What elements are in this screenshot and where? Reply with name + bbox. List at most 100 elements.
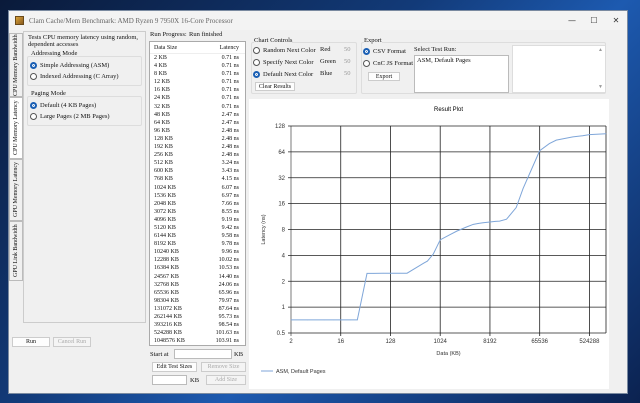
green-value[interactable]: 50 bbox=[344, 58, 351, 65]
result-row[interactable]: 98304 KB 79.97 ns bbox=[150, 297, 245, 305]
tab-cpu-memory-bandwidth[interactable]: CPU Memory Bandwidth bbox=[9, 33, 23, 97]
column-header-data-size[interactable]: Data Size bbox=[154, 45, 178, 51]
result-row[interactable]: 131072 KB 87.64 ns bbox=[150, 305, 245, 313]
radio-label: Default Next Color bbox=[263, 71, 314, 78]
result-row[interactable]: 96 KB 2.48 ns bbox=[150, 127, 245, 135]
cancel-run-button[interactable]: Cancel Run bbox=[53, 337, 91, 347]
data-size-cell: 2048 KB bbox=[154, 200, 176, 207]
data-size-cell: 12 KB bbox=[154, 79, 170, 86]
data-point bbox=[482, 222, 484, 224]
column-header-latency[interactable]: Latency bbox=[219, 45, 239, 51]
test-run-list[interactable]: ASM, Default Pages bbox=[414, 55, 509, 93]
data-size-cell: 32768 KB bbox=[154, 281, 179, 288]
progress-status: Run finished bbox=[189, 31, 223, 38]
red-value[interactable]: 50 bbox=[344, 46, 351, 53]
result-row[interactable]: 262144 KB 95.73 ns bbox=[150, 313, 245, 321]
result-row[interactable]: 64 KB 2.47 ns bbox=[150, 119, 245, 127]
export-output-textbox[interactable]: ▲ ▼ bbox=[512, 45, 606, 93]
data-point bbox=[489, 221, 491, 223]
radio-label: Indexed Addressing (C Array) bbox=[40, 73, 119, 80]
result-row[interactable]: 16384 KB 10.53 ns bbox=[150, 264, 245, 272]
edit-test-sizes-button[interactable]: Edit Test Sizes bbox=[152, 362, 197, 372]
result-row[interactable]: 65536 KB 65.96 ns bbox=[150, 289, 245, 297]
blue-value[interactable]: 50 bbox=[344, 70, 351, 77]
scroll-down-icon[interactable]: ▼ bbox=[598, 85, 603, 90]
latency-cell: 101.63 ns bbox=[215, 330, 239, 337]
tab-gpu-memory-latency[interactable]: GPU Memory Latency bbox=[9, 159, 23, 221]
result-row[interactable]: 12 KB 0.71 ns bbox=[150, 78, 245, 86]
result-row[interactable]: 192 KB 2.48 ns bbox=[150, 143, 245, 151]
latency-cell: 79.97 ns bbox=[218, 297, 239, 304]
result-row[interactable]: 10240 KB 9.96 ns bbox=[150, 248, 245, 256]
radio-simple-addressing[interactable]: Simple Addressing (ASM) bbox=[30, 62, 109, 69]
latency-cell: 2.48 ns bbox=[221, 152, 239, 159]
result-row[interactable]: 512 KB 3.24 ns bbox=[150, 159, 245, 167]
data-point bbox=[499, 220, 500, 222]
add-size-button[interactable]: Add Size bbox=[206, 375, 246, 385]
latency-cell: 3.43 ns bbox=[221, 168, 239, 175]
result-row[interactable]: 393216 KB 98.54 ns bbox=[150, 321, 245, 329]
data-size-cell: 4 KB bbox=[154, 63, 167, 70]
radio-label: CnC JS Format bbox=[373, 60, 414, 67]
result-row[interactable]: 256 KB 2.48 ns bbox=[150, 151, 245, 159]
result-row[interactable]: 24 KB 0.71 ns bbox=[150, 94, 245, 102]
scroll-up-icon[interactable]: ▲ bbox=[598, 48, 603, 53]
radio-default-pages[interactable]: Default (4 KB Pages) bbox=[30, 102, 96, 109]
minimize-button[interactable]: — bbox=[568, 16, 576, 25]
radio-cnc-js-format[interactable]: CnC JS Format bbox=[363, 60, 413, 67]
result-row[interactable]: 32768 KB 24.06 ns bbox=[150, 281, 245, 289]
radio-indexed-addressing[interactable]: Indexed Addressing (C Array) bbox=[30, 73, 119, 80]
result-row[interactable]: 8 KB 0.71 ns bbox=[150, 70, 245, 78]
result-row[interactable]: 2 KB 0.71 ns bbox=[150, 54, 245, 62]
tab-label: CPU Memory Bandwidth bbox=[13, 34, 19, 96]
result-row[interactable]: 8192 KB 9.78 ns bbox=[150, 240, 245, 248]
radio-random-next-color[interactable]: Random Next Color bbox=[253, 47, 316, 54]
results-list[interactable]: Data Size Latency 2 KB 0.71 ns 4 KB 0.71 ns 8… bbox=[149, 41, 246, 346]
tab-gpu-link-bandwidth[interactable]: GPU Link Bandwidth bbox=[9, 221, 23, 281]
result-row[interactable]: 24567 KB 14.40 ns bbox=[150, 273, 245, 281]
result-row[interactable]: 600 KB 3.43 ns bbox=[150, 167, 245, 175]
result-row[interactable]: 5120 KB 9.42 ns bbox=[150, 224, 245, 232]
result-row[interactable]: 6144 KB 9.58 ns bbox=[150, 232, 245, 240]
data-size-cell: 98304 KB bbox=[154, 297, 179, 304]
result-row[interactable]: 3072 KB 8.55 ns bbox=[150, 208, 245, 216]
radio-default-next-color[interactable]: Default Next Color bbox=[253, 71, 313, 78]
radio-csv-format[interactable]: CSV Format bbox=[363, 48, 406, 55]
result-row[interactable]: 4096 KB 9.19 ns bbox=[150, 216, 245, 224]
data-point bbox=[399, 272, 401, 274]
start-at-input[interactable] bbox=[174, 349, 232, 359]
export-button[interactable]: Export bbox=[368, 72, 400, 81]
test-run-item[interactable]: ASM, Default Pages bbox=[417, 57, 471, 64]
result-row[interactable]: 32 KB 0.71 ns bbox=[150, 103, 245, 111]
result-row[interactable]: 12288 KB 10.02 ns bbox=[150, 256, 245, 264]
data-size-cell: 131072 KB bbox=[154, 305, 182, 312]
data-size-cell: 96 KB bbox=[154, 127, 170, 134]
latency-cell: 0.71 ns bbox=[221, 87, 239, 94]
series-line bbox=[291, 133, 607, 321]
run-button[interactable]: Run bbox=[12, 337, 50, 347]
maximize-button[interactable]: ☐ bbox=[590, 16, 598, 25]
radio-large-pages[interactable]: Large Pages (2 MB Pages) bbox=[30, 113, 110, 120]
tab-label: CPU Memory Latency bbox=[13, 100, 19, 156]
data-size-cell: 24567 KB bbox=[154, 273, 179, 280]
add-size-input[interactable] bbox=[152, 375, 187, 385]
result-row[interactable]: 1536 KB 6.97 ns bbox=[150, 192, 245, 200]
blue-label: Blue bbox=[320, 70, 333, 77]
radio-specify-next-color[interactable]: Specify Next Color bbox=[253, 59, 314, 66]
green-label: Green bbox=[320, 58, 336, 65]
result-row[interactable]: 48 KB 2.47 ns bbox=[150, 111, 245, 119]
tab-cpu-memory-latency[interactable]: CPU Memory Latency bbox=[9, 97, 23, 159]
result-row[interactable]: 768 KB 4.15 ns bbox=[150, 175, 245, 183]
clear-results-button[interactable]: Clear Results bbox=[255, 82, 295, 91]
result-row[interactable]: 2048 KB 7.66 ns bbox=[150, 200, 245, 208]
result-row[interactable]: 16 KB 0.71 ns bbox=[150, 86, 245, 94]
close-button[interactable]: ✕ bbox=[612, 16, 620, 25]
result-row[interactable]: 4 KB 0.71 ns bbox=[150, 62, 245, 70]
result-row[interactable]: 128 KB 2.48 ns bbox=[150, 135, 245, 143]
remove-size-button[interactable]: Remove Size bbox=[201, 362, 246, 372]
result-row[interactable]: 1024 KB 6.07 ns bbox=[150, 184, 245, 192]
app-window: Clam Cache/Mem Benchmark: AMD Ryzen 9 79… bbox=[8, 10, 628, 394]
data-point bbox=[572, 136, 574, 138]
result-row[interactable]: 524288 KB 101.63 ns bbox=[150, 329, 245, 337]
result-row[interactable]: 1048576 KB 103.91 ns bbox=[150, 337, 245, 345]
